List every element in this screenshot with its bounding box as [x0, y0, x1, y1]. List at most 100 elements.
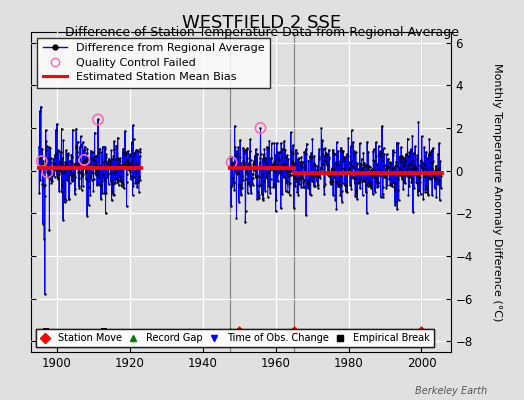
Point: [307, 172, 315, 179]
Point: [389, 172, 397, 178]
Point: [432, 162, 440, 169]
Point: [68, 172, 77, 179]
Point: [108, 188, 116, 194]
Point: [57, 149, 65, 156]
Point: [341, 180, 350, 187]
Point: [398, 155, 407, 162]
Point: [291, 160, 300, 167]
Point: [434, 150, 442, 157]
Point: [428, 160, 436, 166]
Point: [53, 173, 61, 179]
Point: [103, 160, 111, 166]
Point: [111, 167, 119, 174]
Point: [132, 166, 140, 172]
Point: [354, 169, 363, 176]
Point: [242, 155, 250, 161]
Point: [301, 146, 310, 152]
Point: [266, 184, 274, 190]
Point: [253, 182, 261, 188]
Point: [123, 157, 132, 163]
Point: [274, 178, 282, 184]
Point: [311, 170, 319, 176]
Point: [314, 185, 322, 191]
Point: [310, 160, 318, 166]
Point: [118, 162, 126, 168]
Point: [110, 138, 118, 144]
Point: [67, 170, 75, 176]
Point: [40, 163, 48, 169]
Point: [75, 184, 84, 191]
Point: [340, 154, 348, 161]
Point: [126, 169, 135, 175]
Point: [66, 180, 74, 186]
Point: [76, 164, 84, 171]
Point: [113, 166, 121, 172]
Point: [370, 174, 378, 180]
Point: [322, 150, 330, 156]
Point: [419, 164, 427, 171]
Point: [46, 158, 54, 165]
Point: [361, 168, 369, 175]
Point: [73, 148, 81, 155]
Point: [357, 160, 365, 167]
Point: [304, 180, 312, 186]
Point: [48, 173, 56, 179]
Point: [260, 146, 269, 152]
Point: [429, 158, 437, 164]
Point: [35, 144, 43, 150]
Point: [403, 135, 412, 142]
Point: [251, 165, 259, 172]
Point: [407, 146, 415, 152]
Point: [404, 153, 412, 160]
Point: [116, 178, 125, 184]
Point: [277, 205, 285, 212]
Point: [286, 180, 294, 186]
Point: [366, 182, 374, 188]
Point: [409, 150, 418, 156]
Point: [430, 175, 438, 181]
Point: [431, 174, 439, 181]
Point: [59, 137, 68, 143]
Point: [280, 146, 288, 153]
Point: [402, 166, 410, 172]
Point: [278, 164, 287, 170]
Point: [345, 159, 353, 166]
Point: [238, 184, 246, 191]
Point: [435, 165, 444, 171]
Point: [320, 183, 328, 190]
Point: [416, 174, 424, 180]
Point: [56, 160, 64, 166]
Point: [377, 168, 386, 175]
Point: [128, 192, 137, 198]
Point: [403, 161, 412, 168]
Point: [378, 123, 386, 129]
Point: [119, 185, 128, 192]
Point: [433, 180, 441, 186]
Point: [49, 160, 57, 166]
Point: [312, 167, 321, 174]
Point: [276, 149, 284, 156]
Point: [287, 168, 296, 174]
Point: [278, 154, 286, 160]
Point: [283, 178, 291, 184]
Point: [367, 167, 375, 173]
Point: [281, 161, 289, 168]
Point: [132, 147, 140, 154]
Point: [129, 174, 138, 180]
Point: [92, 159, 101, 166]
Point: [263, 174, 271, 181]
Point: [322, 159, 331, 165]
Point: [348, 174, 357, 180]
Point: [38, 221, 47, 227]
Point: [357, 156, 366, 162]
Point: [81, 143, 89, 150]
Point: [85, 184, 93, 190]
Point: [335, 181, 343, 187]
Point: [94, 150, 103, 156]
Point: [122, 165, 130, 171]
Point: [129, 182, 137, 189]
Point: [311, 162, 320, 168]
Point: [261, 157, 269, 164]
Point: [375, 166, 383, 172]
Point: [352, 190, 361, 196]
